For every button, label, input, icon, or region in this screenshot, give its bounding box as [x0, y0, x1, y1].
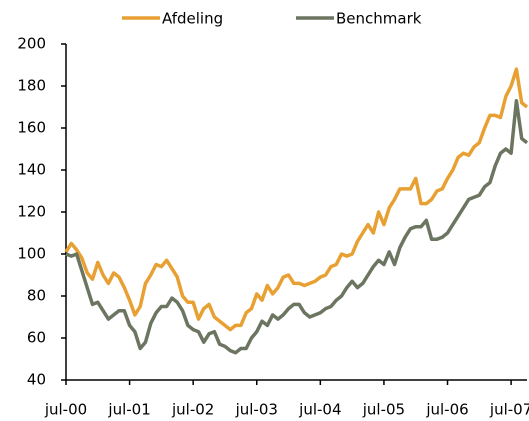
y-tick-label: 60 — [27, 329, 46, 347]
y-tick-label: 80 — [27, 287, 46, 305]
y-tick-label: 200 — [17, 35, 46, 53]
series-line — [64, 67, 529, 332]
x-tick-label: jul-02 — [171, 401, 214, 419]
x-tick-label: jul-07 — [489, 401, 529, 419]
x-tick-label: jul-03 — [235, 401, 278, 419]
y-tick-label: 180 — [17, 77, 46, 95]
x-tick-label: jul-05 — [362, 401, 405, 419]
y-tick-label: 40 — [27, 371, 46, 389]
x-tick-label: jul-04 — [298, 401, 341, 419]
x-tick-label: jul-00 — [44, 401, 87, 419]
legend-label: Afdeling — [162, 10, 223, 28]
legend-label: Benchmark — [336, 10, 422, 28]
y-tick-label: 120 — [17, 203, 46, 221]
y-tick-label: 140 — [17, 161, 46, 179]
x-tick-label: jul-01 — [107, 401, 150, 419]
x-tick-label: jul-06 — [425, 401, 468, 419]
y-tick-label: 160 — [17, 119, 46, 137]
y-tick-label: 100 — [17, 245, 46, 263]
series-line — [65, 98, 529, 355]
